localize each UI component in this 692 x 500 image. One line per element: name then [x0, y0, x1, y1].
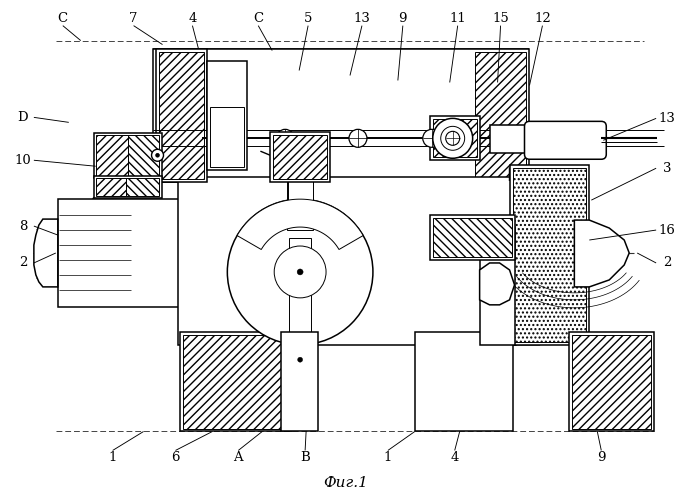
Polygon shape	[480, 263, 515, 305]
Bar	[156, 48, 208, 182]
Circle shape	[274, 246, 326, 298]
Text: 16: 16	[659, 224, 675, 236]
Text: C: C	[57, 12, 68, 25]
Bar	[179, 177, 516, 344]
Bar	[570, 332, 654, 432]
Circle shape	[297, 269, 303, 275]
Text: D: D	[17, 111, 28, 124]
Text: 11: 11	[449, 12, 466, 25]
Text: 1: 1	[383, 451, 392, 464]
Bar	[93, 176, 161, 198]
Text: C: C	[253, 12, 264, 25]
Bar	[287, 150, 313, 230]
Text: 4: 4	[450, 451, 459, 464]
Bar	[284, 400, 316, 430]
Text: 9: 9	[597, 451, 606, 464]
Bar	[509, 165, 590, 344]
Text: 9: 9	[399, 12, 407, 25]
Text: 4: 4	[188, 12, 197, 25]
Bar	[288, 178, 313, 206]
Bar	[156, 52, 203, 179]
Text: A: A	[233, 451, 243, 464]
Circle shape	[152, 150, 163, 161]
Text: 13: 13	[354, 12, 370, 25]
Text: 2: 2	[19, 256, 27, 270]
Text: 2: 2	[663, 256, 671, 270]
Bar	[95, 178, 126, 196]
Circle shape	[446, 132, 459, 145]
Circle shape	[156, 154, 159, 157]
Polygon shape	[574, 220, 629, 287]
Circle shape	[441, 126, 464, 150]
Bar	[572, 335, 651, 428]
Text: B: B	[300, 451, 310, 464]
Text: 10: 10	[15, 154, 31, 167]
Text: 15: 15	[492, 12, 509, 25]
Circle shape	[349, 130, 367, 148]
Bar	[95, 136, 127, 176]
Circle shape	[423, 130, 441, 148]
Bar	[432, 218, 511, 257]
Bar	[58, 219, 185, 287]
Text: 1: 1	[109, 451, 117, 464]
Polygon shape	[237, 199, 363, 250]
Polygon shape	[509, 168, 579, 344]
Text: 13: 13	[659, 112, 675, 125]
Text: 5: 5	[304, 12, 312, 25]
Bar	[158, 52, 204, 179]
Bar	[475, 52, 527, 179]
Bar	[490, 126, 529, 154]
Bar	[281, 332, 318, 432]
Bar	[208, 60, 247, 170]
Text: 12: 12	[534, 12, 551, 25]
Text: 8: 8	[19, 220, 27, 232]
Text: 3: 3	[663, 162, 671, 174]
Circle shape	[156, 154, 160, 158]
Bar	[270, 132, 330, 182]
Bar	[152, 48, 529, 182]
Bar	[432, 120, 477, 158]
Circle shape	[298, 357, 302, 362]
Bar	[127, 136, 158, 176]
Circle shape	[228, 199, 373, 344]
Bar	[181, 332, 292, 432]
Circle shape	[432, 118, 473, 158]
Text: 7: 7	[129, 12, 138, 25]
Text: 6: 6	[171, 451, 180, 464]
Bar	[480, 227, 515, 344]
FancyBboxPatch shape	[525, 122, 606, 160]
Bar	[513, 168, 586, 342]
Circle shape	[276, 130, 294, 148]
Bar	[126, 178, 158, 196]
Bar	[93, 134, 161, 178]
Bar	[210, 108, 244, 167]
Bar	[183, 335, 289, 428]
Bar	[273, 136, 327, 179]
Bar	[58, 199, 188, 307]
Bar	[430, 215, 515, 260]
Bar	[415, 332, 513, 432]
Polygon shape	[34, 219, 58, 287]
Bar	[289, 238, 311, 410]
Bar	[430, 116, 480, 160]
Text: Фиг.1: Фиг.1	[324, 476, 368, 490]
